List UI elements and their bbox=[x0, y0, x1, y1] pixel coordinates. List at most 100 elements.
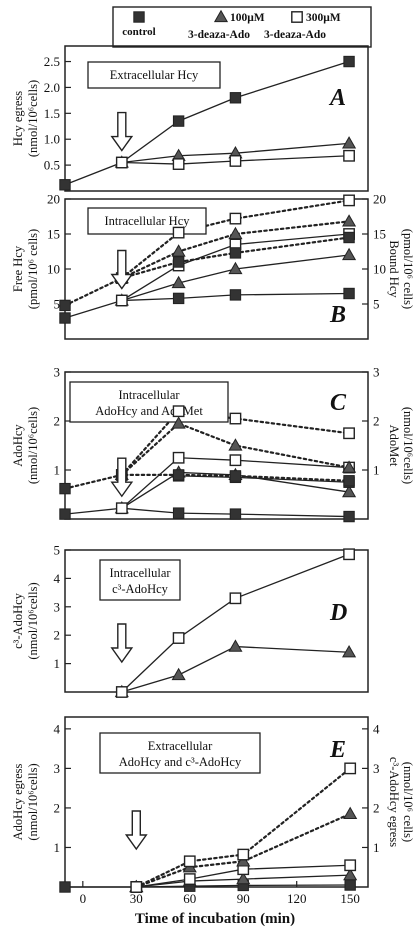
data-point bbox=[342, 484, 357, 498]
data-point bbox=[343, 194, 355, 207]
data-point bbox=[172, 507, 185, 519]
y-axis-label: c³-AdoHcy bbox=[11, 592, 25, 649]
y2-tick-label: 1 bbox=[373, 463, 380, 478]
legend-label-0: control bbox=[122, 26, 155, 38]
y-tick-label: 2.0 bbox=[44, 80, 60, 95]
series-line bbox=[121, 254, 350, 302]
data-point bbox=[342, 645, 357, 658]
x-tick-label: 120 bbox=[287, 891, 307, 906]
y-tick-label: 10 bbox=[47, 262, 60, 277]
y2-axis-label: c³-AdoHcy egress bbox=[387, 757, 401, 847]
data-point bbox=[343, 806, 358, 820]
y-tick-label: 2.5 bbox=[44, 54, 60, 69]
data-point bbox=[343, 510, 355, 523]
data-point bbox=[183, 855, 196, 868]
series-line bbox=[135, 812, 352, 889]
y2-tick-label: 3 bbox=[373, 761, 380, 776]
y2-tick-label: 1 bbox=[373, 840, 380, 855]
data-point bbox=[229, 508, 242, 520]
data-point bbox=[183, 873, 196, 885]
panel-label-box bbox=[87, 61, 221, 89]
series-line bbox=[121, 471, 350, 509]
panel-letter: D bbox=[329, 600, 347, 626]
y2-tick-label: 2 bbox=[373, 414, 380, 429]
y2-tick-label: 2 bbox=[373, 800, 380, 815]
panel-label-box bbox=[69, 381, 229, 423]
data-point bbox=[228, 639, 243, 652]
y-tick-label: 0.5 bbox=[44, 158, 60, 173]
series-line bbox=[135, 767, 352, 889]
y2-tick-label: 20 bbox=[373, 192, 386, 207]
y-tick-label: 1.0 bbox=[44, 132, 60, 147]
data-point bbox=[172, 158, 185, 170]
panel-frame bbox=[64, 371, 369, 520]
data-point bbox=[342, 247, 357, 261]
series-line bbox=[121, 553, 350, 693]
panel-label: Intracellular bbox=[109, 566, 171, 580]
data-point bbox=[342, 214, 357, 227]
legend-marker-0 bbox=[133, 11, 145, 23]
series-line bbox=[121, 155, 350, 165]
series-line bbox=[121, 645, 350, 693]
panel-frame bbox=[64, 45, 369, 192]
panel-label-box bbox=[99, 732, 261, 774]
legend-label-1-line2: 3-deaza-Ado bbox=[188, 29, 250, 41]
data-point bbox=[172, 256, 185, 268]
y-tick-label: 3 bbox=[54, 761, 61, 776]
y2-axis-label: (nmol/10⁶ cells) bbox=[401, 762, 415, 842]
data-point bbox=[229, 247, 242, 259]
data-point bbox=[59, 179, 71, 191]
series-line bbox=[121, 457, 350, 509]
legend: control 100μM 3-deaza-Ado 300μM 3-deaza-Ado bbox=[112, 6, 372, 48]
panel-label: Extracellular Hcy bbox=[110, 68, 199, 82]
data-point bbox=[229, 289, 242, 301]
panel-label-box bbox=[99, 559, 181, 601]
y-axis-label: AdoHcy bbox=[11, 424, 25, 467]
data-point bbox=[342, 136, 357, 149]
data-point bbox=[228, 438, 243, 451]
data-point bbox=[115, 502, 128, 515]
y-tick-label: 1 bbox=[54, 463, 61, 478]
data-point bbox=[344, 879, 356, 891]
treatment-arrow-icon bbox=[110, 111, 134, 152]
y2-axis-label: (nmol/10⁶cells) bbox=[401, 407, 415, 484]
data-point bbox=[172, 115, 185, 127]
treatment-arrow-icon bbox=[110, 623, 134, 664]
data-point bbox=[343, 287, 355, 300]
panel-label: AdoHcy and c³-AdoHcy bbox=[119, 755, 242, 769]
data-point bbox=[343, 867, 358, 881]
data-point bbox=[172, 469, 185, 481]
panel-letter: E bbox=[329, 737, 346, 763]
data-point bbox=[229, 212, 242, 225]
y-tick-label: 20 bbox=[47, 192, 60, 207]
data-point bbox=[236, 854, 251, 867]
panel-label-box bbox=[87, 207, 207, 235]
series-line bbox=[120, 220, 351, 280]
data-point bbox=[229, 412, 242, 425]
y-axis-label: Free Hcy bbox=[11, 245, 25, 292]
panel-label: Intracellular Hcy bbox=[104, 214, 190, 228]
treatment-arrow-icon bbox=[110, 249, 134, 290]
data-point bbox=[59, 312, 71, 324]
data-point bbox=[172, 226, 185, 239]
y-axis-label: (nmol/10⁶cells) bbox=[26, 582, 40, 659]
data-point bbox=[59, 299, 71, 312]
series-line bbox=[64, 292, 350, 319]
x-tick-label: 30 bbox=[130, 891, 143, 906]
y2-tick-label: 15 bbox=[373, 227, 386, 242]
y-tick-label: 15 bbox=[47, 227, 60, 242]
data-point bbox=[229, 470, 242, 482]
panel-label: c³-AdoHcy bbox=[112, 582, 169, 596]
legend-box bbox=[112, 6, 372, 48]
y-tick-label: 3 bbox=[54, 365, 61, 380]
data-point bbox=[115, 686, 128, 698]
data-point bbox=[343, 149, 355, 162]
y-tick-label: 5 bbox=[54, 297, 61, 312]
y-tick-label: 2 bbox=[54, 414, 61, 429]
data-point bbox=[343, 548, 355, 561]
y2-tick-label: 3 bbox=[373, 365, 380, 380]
panel-label: Extracellular bbox=[148, 739, 213, 753]
